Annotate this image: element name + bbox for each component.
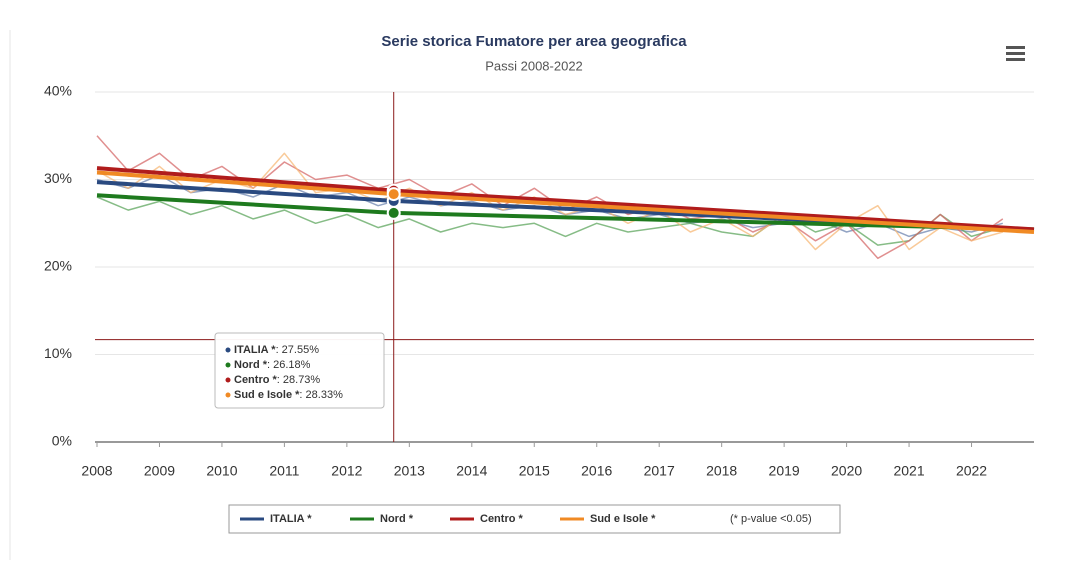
legend-label: ITALIA * — [270, 513, 312, 525]
x-tick-label: 2014 — [456, 463, 487, 479]
x-tick-label: 2008 — [81, 463, 112, 479]
tooltip-value: 28.33% — [302, 389, 343, 401]
x-tick-label: 2019 — [769, 463, 800, 479]
raw-line — [96, 196, 1004, 246]
tooltip-series-name: ITALIA * — [234, 344, 276, 356]
legend: ITALIA * Nord * Centro * Sud e Isole * (* p-… — [228, 504, 841, 534]
legend-item: Centro * — [450, 513, 524, 525]
tooltip-item: Centro *: 28.73% — [234, 374, 320, 386]
legend-label: Sud e Isole * — [590, 513, 656, 525]
x-tick-label: 2010 — [206, 463, 237, 479]
menu-button[interactable] — [1004, 44, 1028, 64]
tooltip-item: Nord *: 26.18% — [234, 359, 311, 371]
tooltip-bullet — [225, 362, 231, 368]
tooltip-box — [214, 332, 385, 409]
tooltip-value: 26.18% — [270, 359, 311, 371]
legend-box — [228, 504, 841, 534]
x-tick-label: 2015 — [519, 463, 550, 479]
legend-label: Centro * — [480, 513, 524, 525]
legend-item: ITALIA * — [240, 513, 312, 525]
tooltip-series-name: Sud e Isole * — [234, 389, 300, 401]
hover-marker — [386, 187, 401, 202]
x-tick-label: 2018 — [706, 463, 737, 479]
tooltip-separator: : — [267, 359, 270, 371]
tooltip-separator: : — [276, 344, 279, 356]
x-tick-label: 2012 — [331, 463, 362, 479]
tooltip-value: 27.55% — [279, 344, 320, 356]
x-tick-label: 2022 — [956, 463, 987, 479]
tooltip: ITALIA *: 27.55% Nord *: 26.18% Centro *: … — [214, 332, 385, 409]
x-tick-label: 2020 — [831, 463, 862, 479]
chart-title: Serie storica Fumatore per area geografi… — [381, 33, 687, 50]
hover-marker — [386, 205, 401, 220]
tooltip-series-name: Centro * — [234, 374, 278, 386]
x-tick-label: 2017 — [644, 463, 675, 479]
tooltip-bullet — [225, 392, 231, 398]
legend-item: Nord * — [350, 513, 414, 525]
y-tick-label: 0% — [52, 433, 72, 449]
y-tick-label: 10% — [44, 345, 72, 361]
legend-note: (* p-value <0.05) — [730, 513, 812, 525]
tooltip-separator: : — [299, 389, 302, 401]
tooltip-bullet — [225, 347, 231, 353]
tooltip-separator: : — [277, 374, 280, 386]
chart-subtitle: Passi 2008-2022 — [485, 58, 583, 73]
legend-item: Sud e Isole * — [560, 513, 656, 525]
tooltip-value: 28.73% — [280, 374, 321, 386]
x-tick-label: 2013 — [394, 463, 425, 479]
y-tick-label: 40% — [44, 83, 72, 99]
x-tick-label: 2011 — [269, 463, 299, 479]
tooltip-bullet — [225, 377, 231, 383]
raw-line — [96, 174, 1004, 238]
tooltip-item: Sud e Isole *: 28.33% — [234, 389, 343, 401]
x-tick-label: 2009 — [144, 463, 175, 479]
x-tick-label: 2021 — [893, 463, 924, 479]
tooltip-item: ITALIA *: 27.55% — [234, 344, 319, 356]
y-tick-label: 20% — [44, 258, 72, 274]
x-tick-label: 2016 — [581, 463, 612, 479]
tooltip-series-name: Nord * — [234, 359, 268, 371]
y-tick-label: 30% — [44, 170, 72, 186]
legend-label: Nord * — [380, 513, 414, 525]
